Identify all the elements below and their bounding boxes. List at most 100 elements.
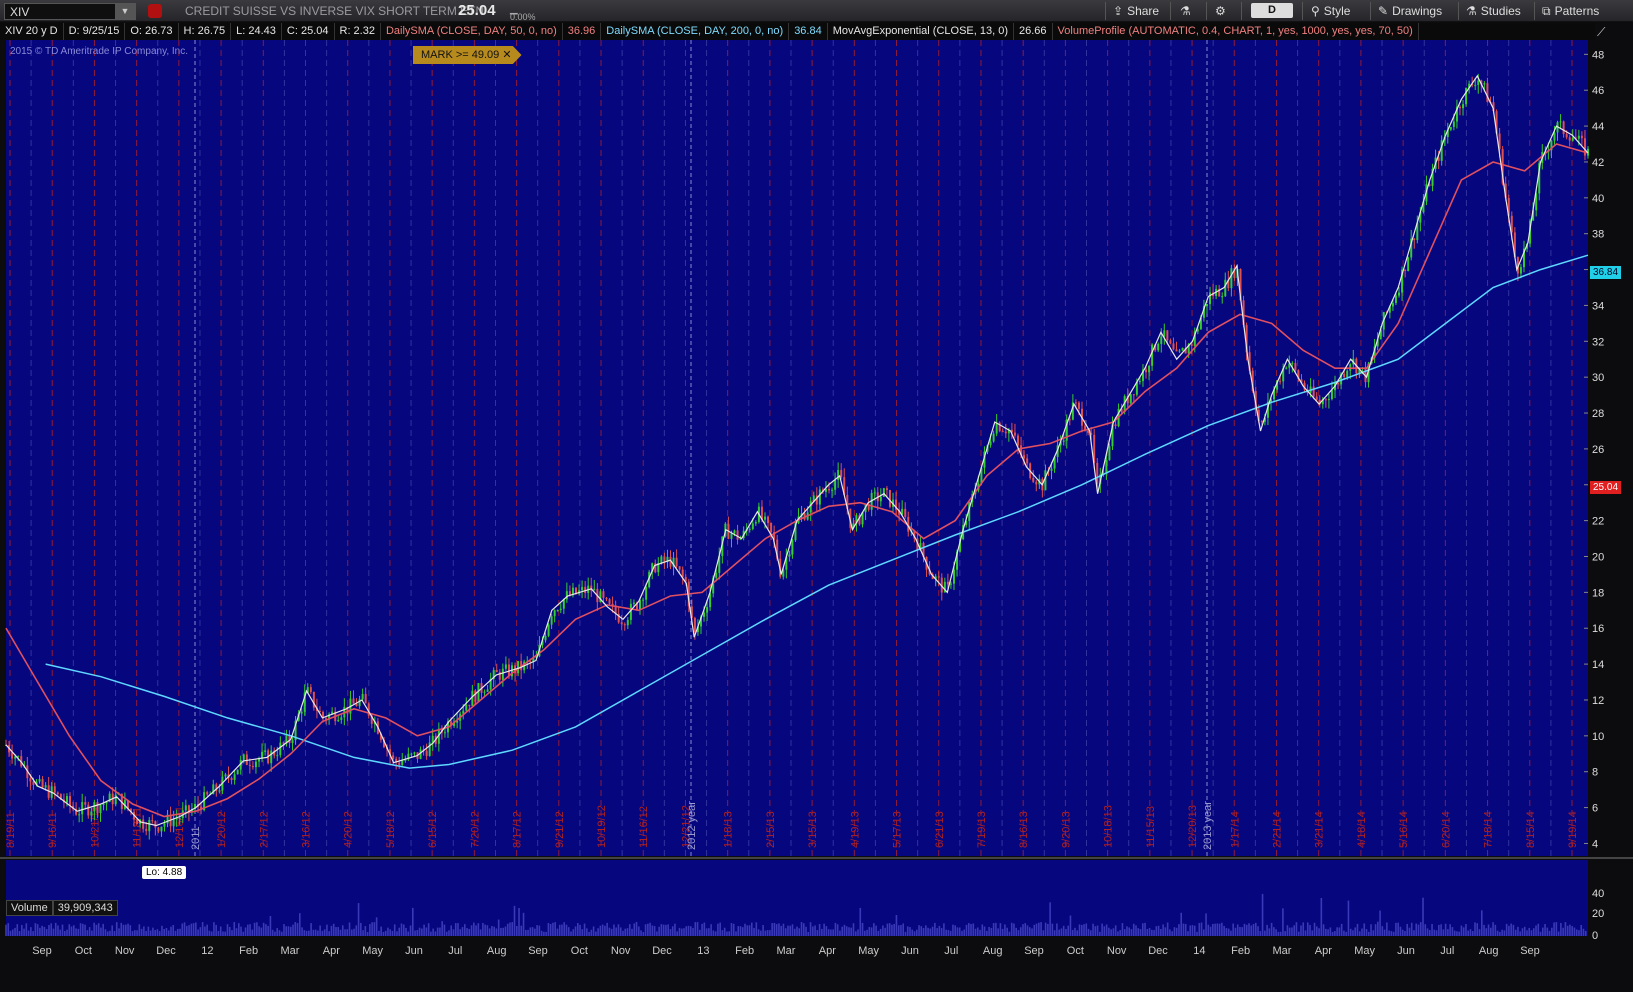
price-tick-label: 4: [1592, 838, 1598, 850]
drawings-button[interactable]: ✎ Drawings: [1378, 3, 1442, 19]
candle-body: [1455, 106, 1458, 122]
candle-body: [404, 759, 407, 761]
candle-body: [858, 515, 861, 525]
studies-button[interactable]: ⚗ Studies: [1466, 3, 1521, 19]
patterns-button[interactable]: ⧉ Patterns: [1542, 3, 1599, 19]
style-button[interactable]: ⚲ Style: [1311, 3, 1350, 19]
candle-body: [730, 533, 733, 539]
candle-body: [681, 569, 684, 577]
candle-body: [837, 470, 840, 480]
candle-body: [965, 521, 968, 526]
month-axis-label: Jul: [944, 945, 958, 957]
copyright-text: 2015 © TD Ameritrade IP Company, Inc.: [10, 46, 189, 57]
candle-body: [233, 774, 236, 781]
candle-body: [1227, 279, 1230, 289]
legend-sma200[interactable]: DailySMA (CLOSE, DAY, 200, 0, no): [601, 23, 790, 40]
legend-ema13[interactable]: MovAvgExponential (CLOSE, 13, 0): [828, 23, 1014, 40]
candle-body: [425, 750, 428, 756]
candle-body: [1559, 121, 1562, 123]
candle-body: [1193, 331, 1196, 346]
date-label: 3/21/14: [1314, 811, 1326, 848]
month-axis-label: Mar: [777, 945, 796, 957]
candle-body: [1571, 137, 1574, 141]
candle-body: [599, 591, 602, 603]
candle-body: [38, 779, 41, 782]
candle-body: [206, 792, 209, 795]
drawings-label: Drawings: [1392, 4, 1443, 18]
candle-body: [1020, 445, 1023, 456]
candle-body: [888, 489, 891, 507]
chart-title[interactable]: XIV 20 y D: [0, 23, 64, 40]
price-chart-svg[interactable]: 8/19/11 9/16/11 10/21/11 11/18/11 12/16/11 1/…: [0, 40, 1633, 992]
chart-area[interactable]: 8/19/11 9/16/11 10/21/11 11/18/11 12/16/11 1/…: [0, 40, 1633, 992]
chevron-down-icon[interactable]: ▼: [115, 4, 135, 19]
price-tick-label: 20: [1592, 552, 1604, 564]
price-tick-label: 40: [1592, 193, 1604, 205]
candle-body: [812, 495, 815, 502]
month-axis-label: Jul: [1440, 945, 1454, 957]
month-axis-label: 13: [697, 945, 709, 957]
candle-body: [1279, 380, 1282, 382]
ema13-line: [5, 74, 1589, 827]
candle-body: [748, 529, 751, 531]
candle-body: [559, 608, 562, 611]
volume-tick-label: 0: [1592, 930, 1598, 942]
candle-body: [983, 451, 986, 468]
last-price-tag: 25.04: [1590, 481, 1622, 494]
legend-sma50[interactable]: DailySMA (CLOSE, DAY, 50, 0, no): [381, 23, 563, 40]
candle-body: [11, 752, 14, 759]
alert-icon[interactable]: [148, 4, 162, 18]
month-axis-label: Jun: [901, 945, 919, 957]
candle-body: [639, 600, 642, 610]
candle-body: [1172, 343, 1175, 350]
candle-body: [1574, 137, 1577, 139]
candle-body: [486, 689, 489, 692]
candle-body: [462, 710, 465, 714]
candle-body: [361, 693, 364, 700]
mark-alert-badge[interactable]: MARK >= 49.09 ✕: [413, 46, 522, 64]
candle-body: [1178, 350, 1181, 352]
candle-body: [782, 569, 785, 577]
candle-body: [696, 626, 699, 633]
settings-button[interactable]: ⚙: [1215, 3, 1226, 19]
candle-body: [629, 603, 632, 620]
candle-body: [1303, 382, 1306, 390]
price-tick-label: 18: [1592, 587, 1604, 599]
month-axis-label: Nov: [611, 945, 631, 957]
candle-body: [937, 576, 940, 578]
candle-body: [840, 470, 843, 478]
flask-button[interactable]: ⚗: [1180, 3, 1191, 19]
symbol-input[interactable]: XIV ▼: [4, 3, 136, 20]
candle-body: [831, 489, 834, 491]
period-selector[interactable]: D: [1251, 3, 1293, 18]
drawing-tool-icon[interactable]: ⟋: [1597, 25, 1606, 39]
candle-body: [553, 610, 556, 617]
month-axis-label: Nov: [1107, 945, 1127, 957]
candle-body: [1120, 408, 1123, 412]
share-icon: ⇪: [1113, 4, 1124, 18]
study-legend: XIV 20 y D D: 9/25/15 O: 26.73 H: 26.75 …: [0, 23, 1595, 40]
candle-body: [1126, 396, 1129, 404]
candle-body: [328, 714, 331, 720]
month-axis-label: May: [1354, 945, 1375, 957]
candle-body: [1562, 121, 1565, 135]
toolbar-divider: [1241, 2, 1242, 20]
candle-body: [1151, 344, 1154, 366]
share-button[interactable]: ⇪ Share: [1113, 3, 1159, 19]
candle-body: [114, 794, 117, 805]
volume-value: 39,909,343: [52, 900, 118, 916]
candle-body: [1248, 352, 1251, 371]
candle-body: [364, 693, 367, 704]
month-axis-label: Jul: [448, 945, 462, 957]
legend-sma200-value: 36.84: [789, 23, 828, 40]
candle-body: [1068, 419, 1071, 421]
candle-body: [593, 588, 596, 591]
low-label: Lo: 4.88: [142, 866, 187, 879]
candle-body: [770, 522, 773, 533]
candle-body: [1260, 421, 1263, 423]
candle-body: [1224, 279, 1227, 297]
date-label: 5/16/14: [1398, 811, 1410, 848]
legend-volume-profile[interactable]: VolumeProfile (AUTOMATIC, 0.4, CHART, 1,…: [1053, 23, 1419, 40]
date-label: 9/19/14: [1567, 811, 1579, 848]
candle-body: [605, 597, 608, 600]
